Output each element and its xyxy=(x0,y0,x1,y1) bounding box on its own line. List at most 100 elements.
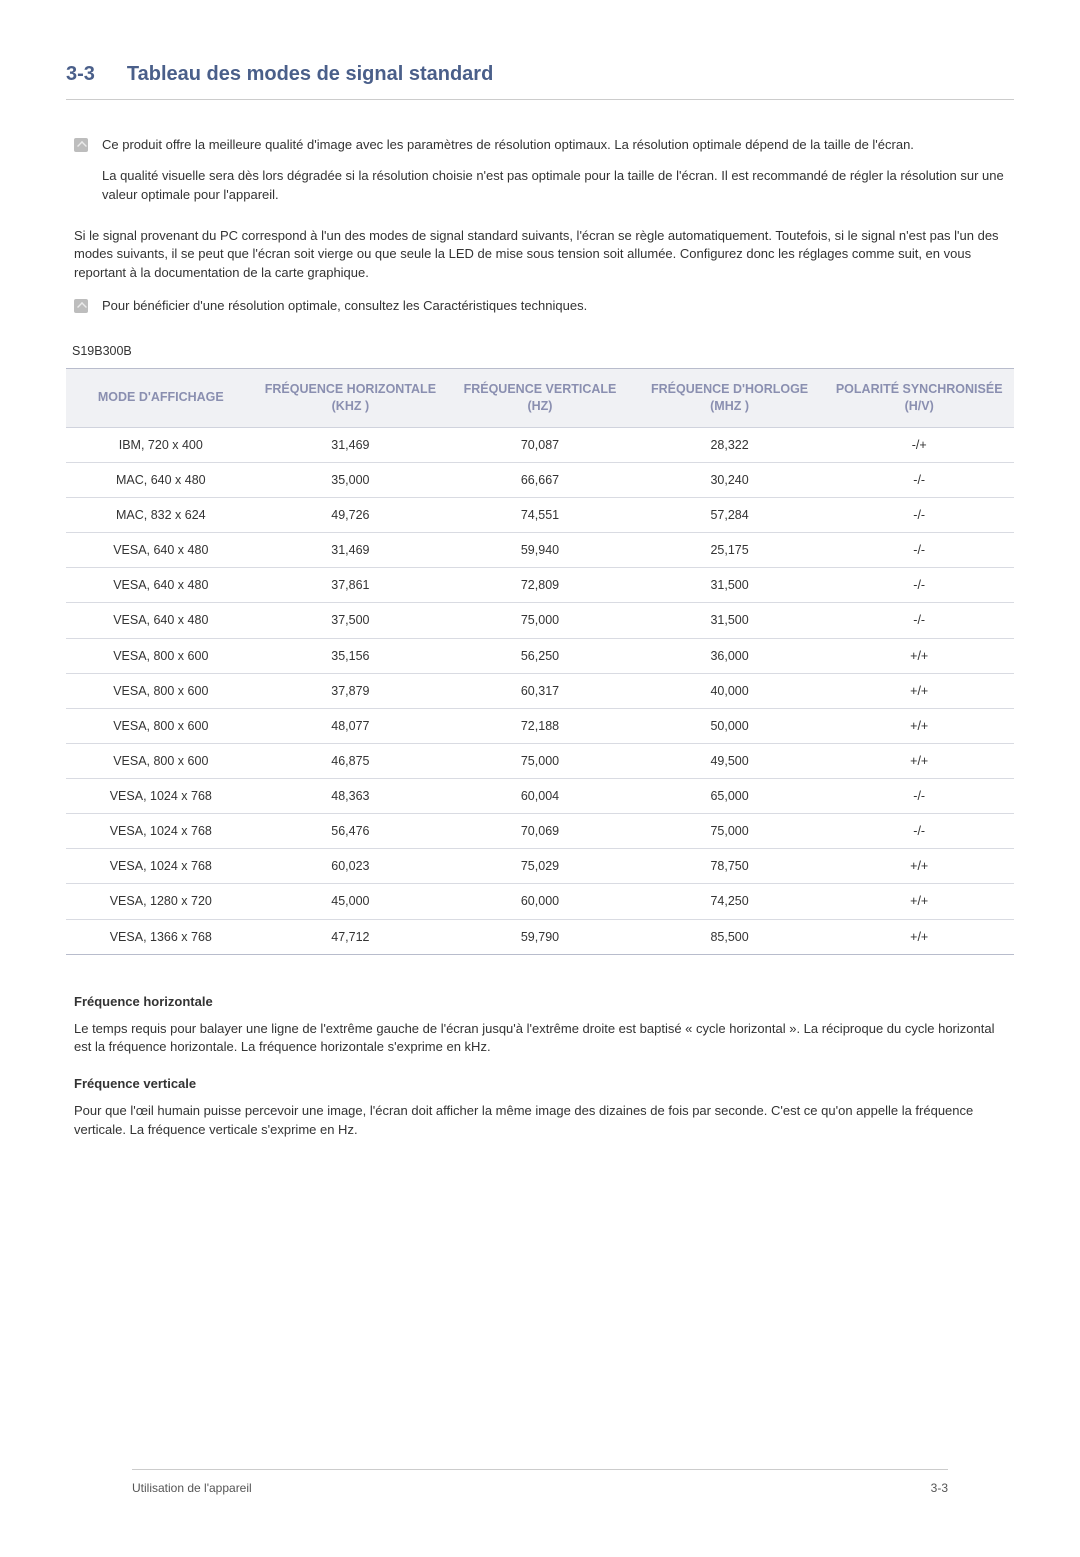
table-cell: +/+ xyxy=(824,849,1014,884)
table-row: VESA, 800 x 60037,87960,31740,000+/+ xyxy=(66,673,1014,708)
note-text: La qualité visuelle sera dès lors dégrad… xyxy=(102,167,1014,205)
section-title: Tableau des modes de signal standard xyxy=(127,60,493,89)
table-cell: 74,250 xyxy=(635,884,825,919)
table-row: VESA, 1366 x 76847,71259,79085,500+/+ xyxy=(66,919,1014,954)
def-text: Le temps requis pour balayer une ligne d… xyxy=(74,1020,1006,1058)
table-row: IBM, 720 x 40031,46970,08728,322-/+ xyxy=(66,427,1014,462)
def-text: Pour que l'œil humain puisse percevoir u… xyxy=(74,1102,1006,1140)
table-cell: -/- xyxy=(824,533,1014,568)
table-cell: +/+ xyxy=(824,673,1014,708)
page-footer: Utilisation de l'appareil 3-3 xyxy=(132,1469,948,1497)
table-row: VESA, 1280 x 72045,00060,00074,250+/+ xyxy=(66,884,1014,919)
table-cell: 35,000 xyxy=(256,462,446,497)
table-cell: 45,000 xyxy=(256,884,446,919)
table-cell: MAC, 640 x 480 xyxy=(66,462,256,497)
table-cell: 57,284 xyxy=(635,498,825,533)
section-number: 3-3 xyxy=(66,60,95,89)
col-header: POLARITÉ SYNCHRONISÉE (H/V) xyxy=(824,369,1014,428)
table-row: VESA, 640 x 48037,50075,00031,500-/- xyxy=(66,603,1014,638)
table-cell: VESA, 1024 x 768 xyxy=(66,849,256,884)
pencil-note-icon xyxy=(74,299,88,313)
table-cell: -/- xyxy=(824,568,1014,603)
table-cell: -/+ xyxy=(824,427,1014,462)
note-text: Ce produit offre la meilleure qualité d'… xyxy=(102,136,1014,155)
table-row: VESA, 1024 x 76860,02375,02978,750+/+ xyxy=(66,849,1014,884)
col-header: MODE D'AFFICHAGE xyxy=(66,369,256,428)
table-cell: 37,879 xyxy=(256,673,446,708)
table-cell: 31,500 xyxy=(635,568,825,603)
note-body-1: Ce produit offre la meilleure qualité d'… xyxy=(102,136,1014,217)
table-cell: 78,750 xyxy=(635,849,825,884)
section-header: 3-3 Tableau des modes de signal standard xyxy=(66,60,1014,100)
note-body-2: Pour bénéficier d'une résolution optimal… xyxy=(102,297,1014,328)
table-cell: -/- xyxy=(824,498,1014,533)
table-cell: 31,469 xyxy=(256,533,446,568)
table-cell: VESA, 1024 x 768 xyxy=(66,779,256,814)
table-cell: 60,000 xyxy=(445,884,635,919)
table-cell: 70,069 xyxy=(445,814,635,849)
table-cell: 48,077 xyxy=(256,708,446,743)
table-cell: 25,175 xyxy=(635,533,825,568)
table-cell: 74,551 xyxy=(445,498,635,533)
table-row: VESA, 800 x 60048,07772,18850,000+/+ xyxy=(66,708,1014,743)
table-cell: 65,000 xyxy=(635,779,825,814)
col-header: FRÉQUENCE HORIZONTALE (KHZ ) xyxy=(256,369,446,428)
table-cell: 50,000 xyxy=(635,708,825,743)
table-cell: 75,029 xyxy=(445,849,635,884)
table-cell: 49,500 xyxy=(635,743,825,778)
table-cell: MAC, 832 x 624 xyxy=(66,498,256,533)
table-cell: 75,000 xyxy=(445,743,635,778)
footer-right: 3-3 xyxy=(931,1480,948,1497)
def-title: Fréquence verticale xyxy=(74,1075,1006,1094)
footer-left: Utilisation de l'appareil xyxy=(132,1480,252,1497)
table-cell: 75,000 xyxy=(445,603,635,638)
table-row: VESA, 640 x 48037,86172,80931,500-/- xyxy=(66,568,1014,603)
table-cell: 46,875 xyxy=(256,743,446,778)
table-cell: 36,000 xyxy=(635,638,825,673)
table-cell: 47,712 xyxy=(256,919,446,954)
table-cell: 48,363 xyxy=(256,779,446,814)
table-cell: 60,023 xyxy=(256,849,446,884)
note-block-2: Pour bénéficier d'une résolution optimal… xyxy=(66,297,1014,328)
table-cell: 31,500 xyxy=(635,603,825,638)
table-cell: 60,317 xyxy=(445,673,635,708)
table-row: MAC, 832 x 62449,72674,55157,284-/- xyxy=(66,498,1014,533)
col-header: FRÉQUENCE D'HORLOGE (MHZ ) xyxy=(635,369,825,428)
table-cell: -/- xyxy=(824,462,1014,497)
col-header: FRÉQUENCE VERTICALE (HZ) xyxy=(445,369,635,428)
note-block-1: Ce produit offre la meilleure qualité d'… xyxy=(66,136,1014,217)
table-cell: 85,500 xyxy=(635,919,825,954)
table-cell: 72,809 xyxy=(445,568,635,603)
table-cell: +/+ xyxy=(824,884,1014,919)
table-cell: VESA, 800 x 600 xyxy=(66,743,256,778)
table-cell: 56,476 xyxy=(256,814,446,849)
table-row: VESA, 800 x 60046,87575,00049,500+/+ xyxy=(66,743,1014,778)
table-cell: -/- xyxy=(824,814,1014,849)
table-cell: VESA, 1280 x 720 xyxy=(66,884,256,919)
table-cell: 37,861 xyxy=(256,568,446,603)
table-cell: 30,240 xyxy=(635,462,825,497)
table-cell: 70,087 xyxy=(445,427,635,462)
model-label: S19B300B xyxy=(72,342,1014,360)
table-cell: +/+ xyxy=(824,638,1014,673)
table-cell: 31,469 xyxy=(256,427,446,462)
table-cell: -/- xyxy=(824,603,1014,638)
table-cell: 40,000 xyxy=(635,673,825,708)
table-cell: 35,156 xyxy=(256,638,446,673)
table-row: VESA, 800 x 60035,15656,25036,000+/+ xyxy=(66,638,1014,673)
table-cell: VESA, 640 x 480 xyxy=(66,603,256,638)
definitions: Fréquence horizontale Le temps requis po… xyxy=(66,993,1014,1140)
table-cell: 49,726 xyxy=(256,498,446,533)
page: 3-3 Tableau des modes de signal standard… xyxy=(66,60,1014,1527)
table-cell: VESA, 800 x 600 xyxy=(66,638,256,673)
table-cell: VESA, 640 x 480 xyxy=(66,533,256,568)
table-cell: VESA, 640 x 480 xyxy=(66,568,256,603)
table-cell: IBM, 720 x 400 xyxy=(66,427,256,462)
table-cell: 59,940 xyxy=(445,533,635,568)
table-cell: 28,322 xyxy=(635,427,825,462)
table-cell: 37,500 xyxy=(256,603,446,638)
table-cell: 75,000 xyxy=(635,814,825,849)
signal-mode-table: MODE D'AFFICHAGE FRÉQUENCE HORIZONTALE (… xyxy=(66,368,1014,955)
table-row: VESA, 1024 x 76856,47670,06975,000-/- xyxy=(66,814,1014,849)
table-cell: +/+ xyxy=(824,743,1014,778)
